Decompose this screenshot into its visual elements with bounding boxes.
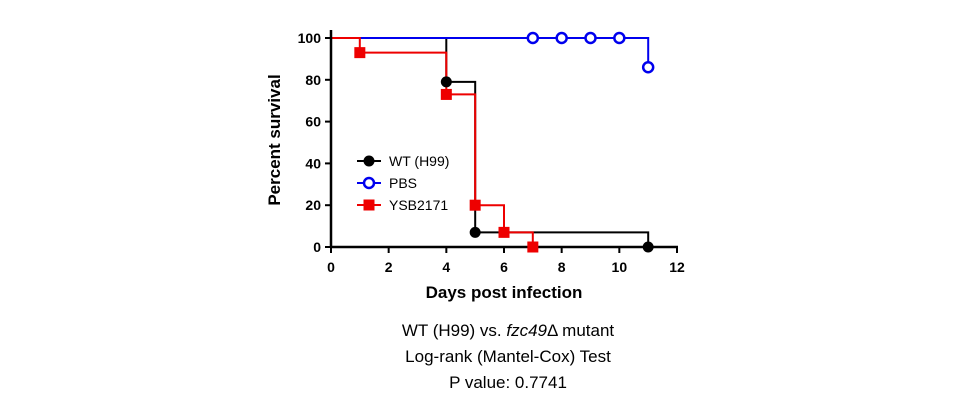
x-tick-label: 8: [558, 259, 566, 275]
y-tick-label: 20: [305, 197, 321, 213]
marker-ysb2171: [354, 47, 366, 59]
marker-pbs: [555, 31, 568, 45]
legend-label-wt-h99: WT (H99): [389, 153, 449, 169]
marker-ysb2171: [498, 226, 510, 238]
caption-comparison: WT (H99) vs. fzc49Δ mutant: [0, 321, 960, 341]
y-tick-label: 40: [305, 155, 321, 171]
legend-label-ysb2171: YSB2171: [389, 197, 448, 213]
caption-p-value: P value: 0.7741: [449, 373, 567, 392]
legend-marker-pbs: [362, 176, 376, 190]
y-tick-label: 60: [305, 114, 321, 130]
marker-pbs: [641, 61, 655, 74]
series-line-pbs: [331, 37, 650, 68]
series-line-ysb2171: [331, 37, 534, 247]
marker-pbs: [613, 31, 626, 45]
legend-label-pbs: PBS: [389, 175, 417, 191]
markers: [354, 31, 655, 253]
x-tick-label: 4: [442, 259, 450, 275]
y-tick-label: 0: [313, 239, 321, 255]
caption-test-name: Log-rank (Mantel-Cox) Test: [405, 347, 611, 366]
legend: WT (H99) PBS YSB2171: [357, 153, 449, 213]
x-tick-label: 10: [612, 259, 628, 275]
legend-marker-ysb2171: [363, 199, 375, 211]
marker-ysb2171: [527, 241, 539, 253]
y-axis-label: Percent survival: [265, 74, 284, 205]
caption-suffix: Δ mutant: [547, 321, 615, 340]
caption-gene: fzc49: [506, 321, 548, 340]
marker-wt-h99: [469, 226, 481, 238]
marker-ysb2171: [440, 88, 452, 100]
x-tick-label: 12: [669, 259, 685, 275]
marker-pbs: [584, 31, 597, 45]
x-tick-label: 2: [385, 259, 393, 275]
caption-prefix: WT (H99) vs.: [401, 321, 507, 340]
x-tick-label: 6: [500, 259, 508, 275]
x-axis-label: Days post infection: [426, 283, 583, 302]
legend-marker-wt-h99: [363, 155, 375, 167]
y-tick-label: 80: [305, 72, 321, 88]
marker-pbs: [526, 31, 540, 45]
marker-ysb2171: [469, 199, 481, 211]
x-tick-label: 0: [327, 259, 335, 275]
plot-lines: [331, 37, 650, 247]
axes: 0 2 4 6 8 10 12 0 20 40 60 80 100: [298, 30, 685, 275]
marker-wt-h99: [440, 76, 452, 88]
marker-wt-h99: [642, 241, 654, 253]
y-tick-label: 100: [298, 30, 322, 46]
series-line-wt-h99: [331, 37, 650, 247]
